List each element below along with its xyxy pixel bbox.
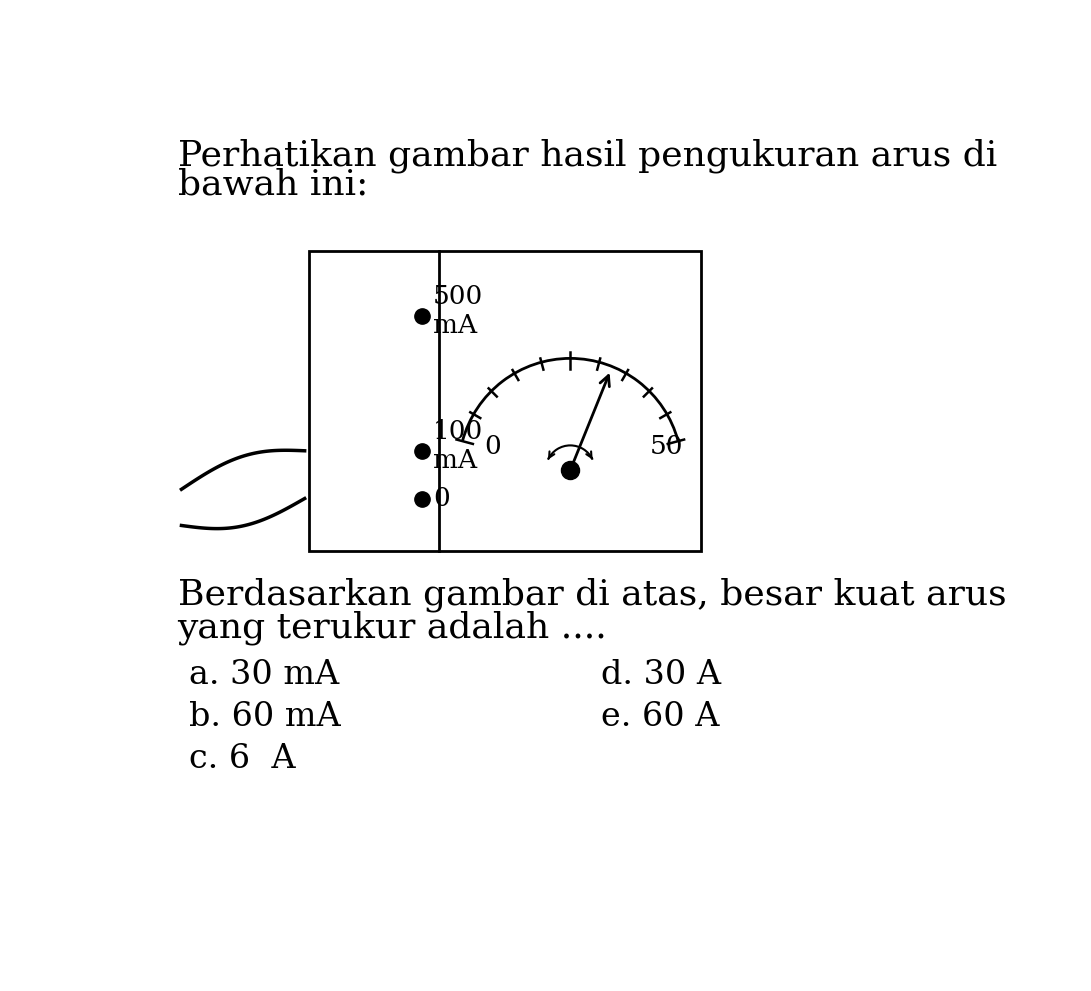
Bar <box>309 251 702 551</box>
Text: 100
mA: 100 mA <box>433 419 483 473</box>
Text: b. 60 mA: b. 60 mA <box>189 701 340 733</box>
Text: Berdasarkan gambar di atas, besar kuat arus: Berdasarkan gambar di atas, besar kuat a… <box>178 578 1006 612</box>
Text: 500
mA: 500 mA <box>433 284 483 338</box>
Text: 50: 50 <box>650 434 683 459</box>
Text: 0: 0 <box>484 434 501 459</box>
Text: e. 60 A: e. 60 A <box>601 701 720 733</box>
Text: d. 30 A: d. 30 A <box>601 659 721 691</box>
Text: c. 6  A: c. 6 A <box>189 743 296 775</box>
Text: yang terukur adalah ....: yang terukur adalah .... <box>178 610 608 645</box>
Text: a. 30 mA: a. 30 mA <box>189 659 339 691</box>
Text: 0: 0 <box>433 486 449 511</box>
Text: Perhatikan gambar hasil pengukuran arus di: Perhatikan gambar hasil pengukuran arus … <box>178 139 997 173</box>
Text: bawah ini:: bawah ini: <box>178 167 368 201</box>
